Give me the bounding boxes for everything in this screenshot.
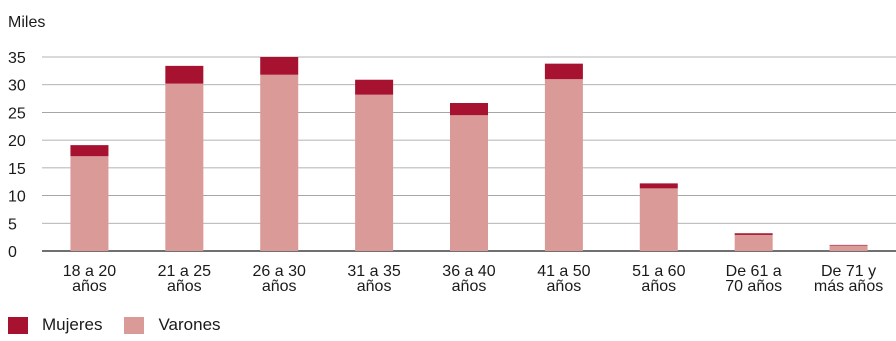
bar-mujeres-8 <box>829 244 868 246</box>
legend-item-mujeres: Mujeres <box>8 315 102 335</box>
x-tick-label: 51 a 60 años <box>632 263 685 295</box>
bar-varones-5 <box>544 79 583 252</box>
x-tick-label: De 61 a 70 años <box>725 263 782 295</box>
y-tick-label: 20 <box>8 133 26 150</box>
bar-varones-1 <box>165 83 204 251</box>
x-tick-label: 21 a 25 años <box>158 263 211 295</box>
bar-mujeres-3 <box>355 79 394 95</box>
legend-swatch-mujeres <box>8 316 28 334</box>
legend-item-varones: Varones <box>124 315 221 335</box>
bar-varones-2 <box>260 74 299 251</box>
x-tick-label: 18 a 20 años <box>63 263 116 295</box>
bar-mujeres-1 <box>165 65 204 84</box>
x-tick-label: 31 a 35 años <box>347 263 400 295</box>
x-tick-label: 41 a 50 años <box>537 263 590 295</box>
y-tick-label: 0 <box>8 244 17 261</box>
legend-swatch-varones <box>124 316 145 334</box>
bar-varones-8 <box>829 245 868 251</box>
bar-varones-4 <box>450 115 488 251</box>
legend-label-varones: Varones <box>158 315 221 334</box>
bar-mujeres-6 <box>639 183 678 189</box>
bar-mujeres-7 <box>734 233 773 235</box>
x-tick-label: 36 a 40 años <box>442 263 495 295</box>
bar-varones-6 <box>639 188 678 251</box>
y-axis-label: Miles <box>8 14 45 31</box>
bar-mujeres-5 <box>544 63 583 80</box>
y-tick-label: 25 <box>8 105 26 122</box>
y-tick-label: 5 <box>8 216 17 233</box>
y-tick-label: 15 <box>8 161 26 178</box>
bar-varones-3 <box>355 94 394 251</box>
x-tick-label: 26 a 30 años <box>253 263 306 295</box>
bar-mujeres-0 <box>70 145 109 157</box>
legend-label-mujeres: Mujeres <box>42 315 103 334</box>
y-tick-label: 10 <box>8 189 26 206</box>
bar-varones-0 <box>70 156 109 251</box>
x-tick-label: De 71 y más años <box>814 263 883 295</box>
bar-mujeres-2 <box>260 57 299 75</box>
bar-mujeres-4 <box>450 103 488 116</box>
y-tick-label: 35 <box>8 50 26 67</box>
legend: Mujeres Varones <box>8 314 243 336</box>
bar-varones-7 <box>734 234 773 251</box>
y-tick-label: 30 <box>8 78 26 95</box>
